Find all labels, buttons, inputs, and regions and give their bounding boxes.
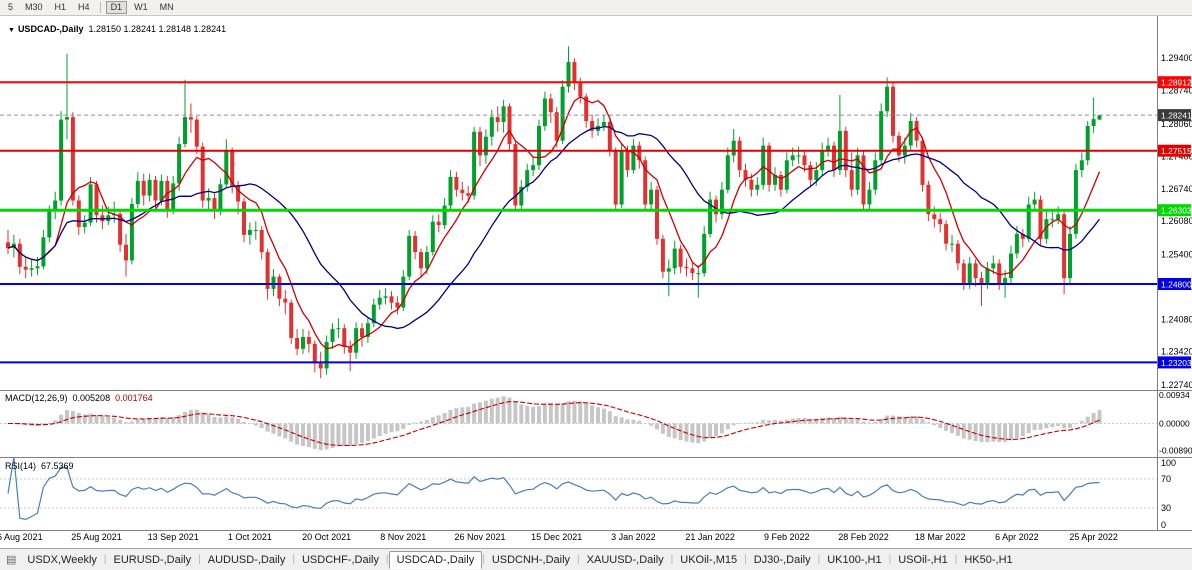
svg-text:1.26080: 1.26080 xyxy=(1161,216,1192,226)
timeframe-button-w1[interactable]: W1 xyxy=(129,1,153,14)
tab-separator: | xyxy=(482,554,485,565)
chart-list-icon[interactable]: ▤ xyxy=(6,554,17,566)
svg-text:0.00000: 0.00000 xyxy=(1159,419,1190,429)
svg-text:21 Jan 2022: 21 Jan 2022 xyxy=(685,532,735,542)
svg-text:26 Nov 2021: 26 Nov 2021 xyxy=(454,532,505,542)
svg-text:1.28912: 1.28912 xyxy=(1161,78,1192,88)
pane-separators xyxy=(0,390,1192,531)
svg-text:3 Jan 2022: 3 Jan 2022 xyxy=(611,532,656,542)
candles xyxy=(6,46,1102,379)
tab-usdx-weekly[interactable]: USDX,Weekly xyxy=(27,553,97,566)
svg-text:1.27515: 1.27515 xyxy=(1161,146,1192,156)
timeframe-button-h4[interactable]: H4 xyxy=(73,1,95,14)
svg-text:1.26740: 1.26740 xyxy=(1161,184,1192,194)
svg-text:1.23420: 1.23420 xyxy=(1161,347,1192,357)
svg-text:15 Dec 2021: 15 Dec 2021 xyxy=(531,532,582,542)
svg-text:-0.00890: -0.00890 xyxy=(1159,446,1192,456)
ma-fast-line xyxy=(7,96,1101,350)
svg-text:1.24800: 1.24800 xyxy=(1161,280,1192,290)
svg-text:1 Oct 2021: 1 Oct 2021 xyxy=(228,532,272,542)
svg-text:6 Apr 2022: 6 Apr 2022 xyxy=(995,532,1039,542)
svg-text:8 Nov 2021: 8 Nov 2021 xyxy=(380,532,426,542)
svg-text:100: 100 xyxy=(1161,458,1176,468)
date-axis[interactable]: 6 Aug 2021 25 Aug 2021 13 Sep 2021 1 Oct 20… xyxy=(0,532,1118,542)
tab-separator: | xyxy=(670,554,674,565)
svg-text:1.28060: 1.28060 xyxy=(1161,119,1192,129)
tab-audusd-daily[interactable]: AUDUSD-,Daily xyxy=(207,553,286,566)
timeframe-button-m30[interactable]: M30 xyxy=(20,1,48,14)
chart-area: 1.294001.287401.280601.274001.267401.260… xyxy=(0,16,1192,548)
svg-text:70: 70 xyxy=(1161,474,1171,484)
svg-text:0.00934: 0.00934 xyxy=(1159,390,1190,400)
rsi-line xyxy=(7,456,1100,521)
svg-text:13 Sep 2021: 13 Sep 2021 xyxy=(148,532,199,542)
tab-uk100-h1[interactable]: UK100-,H1 xyxy=(827,553,882,566)
svg-text:18 Mar 2022: 18 Mar 2022 xyxy=(915,532,966,542)
tab-usdcad-daily[interactable]: USDCAD-,Daily xyxy=(388,550,483,569)
svg-text:28 Feb 2022: 28 Feb 2022 xyxy=(838,532,889,542)
timeframe-button-mn[interactable]: MN xyxy=(154,1,179,14)
tab-ukoil-m15[interactable]: UKOil-,M15 xyxy=(680,553,738,566)
horizontal-lines[interactable] xyxy=(0,81,1157,364)
timeframe-toolbar: 5 M30 H1 H4 D1 W1 MN xyxy=(0,0,1192,16)
svg-text:0: 0 xyxy=(1161,520,1166,530)
tab-separator: | xyxy=(744,554,747,565)
svg-text:25 Apr 2022: 25 Apr 2022 xyxy=(1069,532,1118,542)
moving-averages xyxy=(7,96,1101,350)
toolbar-separator xyxy=(99,2,101,13)
svg-text:25 Aug 2021: 25 Aug 2021 xyxy=(71,532,122,542)
price-tag-1.24800: 1.24800 xyxy=(1158,278,1192,290)
svg-text:1.25400: 1.25400 xyxy=(1161,250,1192,260)
tab-usdcnh-daily[interactable]: USDCNH-,Daily xyxy=(491,553,571,566)
tab-separator: | xyxy=(817,554,821,565)
svg-text:1.28241: 1.28241 xyxy=(1161,111,1192,121)
tab-usoil-h1[interactable]: USOil-,H1 xyxy=(898,553,948,566)
tab-separator: | xyxy=(385,554,389,565)
tab-hk50-h1[interactable]: HK50-,H1 xyxy=(964,553,1013,566)
svg-text:1.22740: 1.22740 xyxy=(1161,380,1192,390)
timeframe-button-d1[interactable]: D1 xyxy=(105,1,128,14)
svg-text:1.23203: 1.23203 xyxy=(1161,358,1192,368)
tab-dj30-daily[interactable]: DJ30-,Daily xyxy=(753,553,811,566)
svg-text:1.24080: 1.24080 xyxy=(1161,314,1192,324)
timeframe-button-5[interactable]: 5 xyxy=(3,1,19,14)
rsi-pane xyxy=(0,456,1157,521)
price-tag-1.23203: 1.23203 xyxy=(1158,356,1192,369)
tab-separator: | xyxy=(292,554,295,565)
current-price-tag: 1.28241 xyxy=(1158,109,1192,122)
tab-separator: | xyxy=(103,554,107,565)
tab-separator: | xyxy=(888,554,892,565)
svg-text:20 Oct 2021: 20 Oct 2021 xyxy=(302,532,351,542)
tab-eurusd-daily[interactable]: EURUSD-,Daily xyxy=(113,553,192,566)
chart-canvas[interactable]: 1.294001.287401.280601.274001.267401.260… xyxy=(0,16,1192,548)
svg-text:30: 30 xyxy=(1161,503,1171,513)
tab-separator: | xyxy=(577,554,580,565)
svg-text:1.29400: 1.29400 xyxy=(1161,53,1192,63)
tab-separator: | xyxy=(954,554,958,565)
tab-xauusd-daily[interactable]: XAUUSD-,Daily xyxy=(586,553,664,566)
price-tag-1.27515: 1.27515 xyxy=(1158,144,1192,157)
chart-tabs: ▤ USDX,Weekly | EURUSD-,Daily | AUDUSD-,Dail… xyxy=(0,548,1192,570)
svg-text:1.28740: 1.28740 xyxy=(1161,86,1192,96)
price-tag-1.28912: 1.28912 xyxy=(1158,76,1192,89)
macd-signal-line xyxy=(8,401,1100,447)
timeframe-button-h1[interactable]: H1 xyxy=(49,1,72,14)
svg-text:1.26303: 1.26303 xyxy=(1161,206,1192,216)
tab-separator: | xyxy=(198,554,201,565)
price-tag-1.26303: 1.26303 xyxy=(1158,204,1192,217)
svg-text:6 Aug 2021: 6 Aug 2021 xyxy=(0,532,43,542)
tab-usdchf-daily[interactable]: USDCHF-,Daily xyxy=(301,553,379,566)
ma-slow-line xyxy=(7,125,1101,330)
macd-pane xyxy=(0,396,1157,451)
svg-text:9 Feb 2022: 9 Feb 2022 xyxy=(764,532,810,542)
